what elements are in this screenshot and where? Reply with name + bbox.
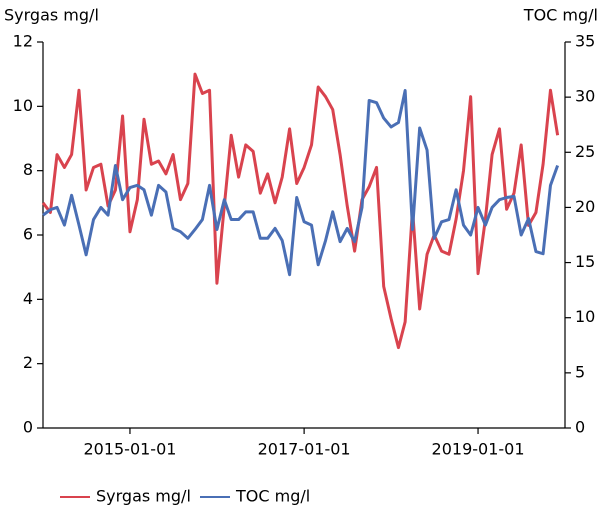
data-line [42, 89, 560, 277]
y-tick-label: 0 [23, 418, 33, 437]
y2-tick-label: 35 [575, 32, 595, 51]
y2-tick-label: 0 [575, 418, 585, 437]
y2-axis-title: TOC mg/l [523, 6, 598, 25]
y-tick-label: 8 [23, 160, 33, 179]
y-tick-label: 4 [23, 289, 33, 308]
legend-label: Syrgas mg/l [96, 487, 191, 506]
y-tick-label: 2 [23, 353, 33, 372]
x-tick-label: 2017-01-01 [258, 440, 351, 459]
y-tick-label: 12 [13, 32, 33, 51]
x-tick-label: 2015-01-01 [83, 440, 176, 459]
y2-tick-label: 10 [575, 307, 595, 326]
y2-tick-label: 20 [575, 197, 595, 216]
y-tick-label: 6 [23, 225, 33, 244]
y2-tick-label: 30 [575, 87, 595, 106]
legend-label: TOC mg/l [235, 487, 310, 506]
y2-tick-label: 15 [575, 252, 595, 271]
y-tick-label: 10 [13, 96, 33, 115]
y2-tick-label: 25 [575, 142, 595, 161]
y-axis-title: Syrgas mg/l [4, 6, 99, 25]
data-line [41, 72, 560, 350]
y2-tick-label: 5 [575, 362, 585, 381]
x-tick-label: 2019-01-01 [432, 440, 525, 459]
